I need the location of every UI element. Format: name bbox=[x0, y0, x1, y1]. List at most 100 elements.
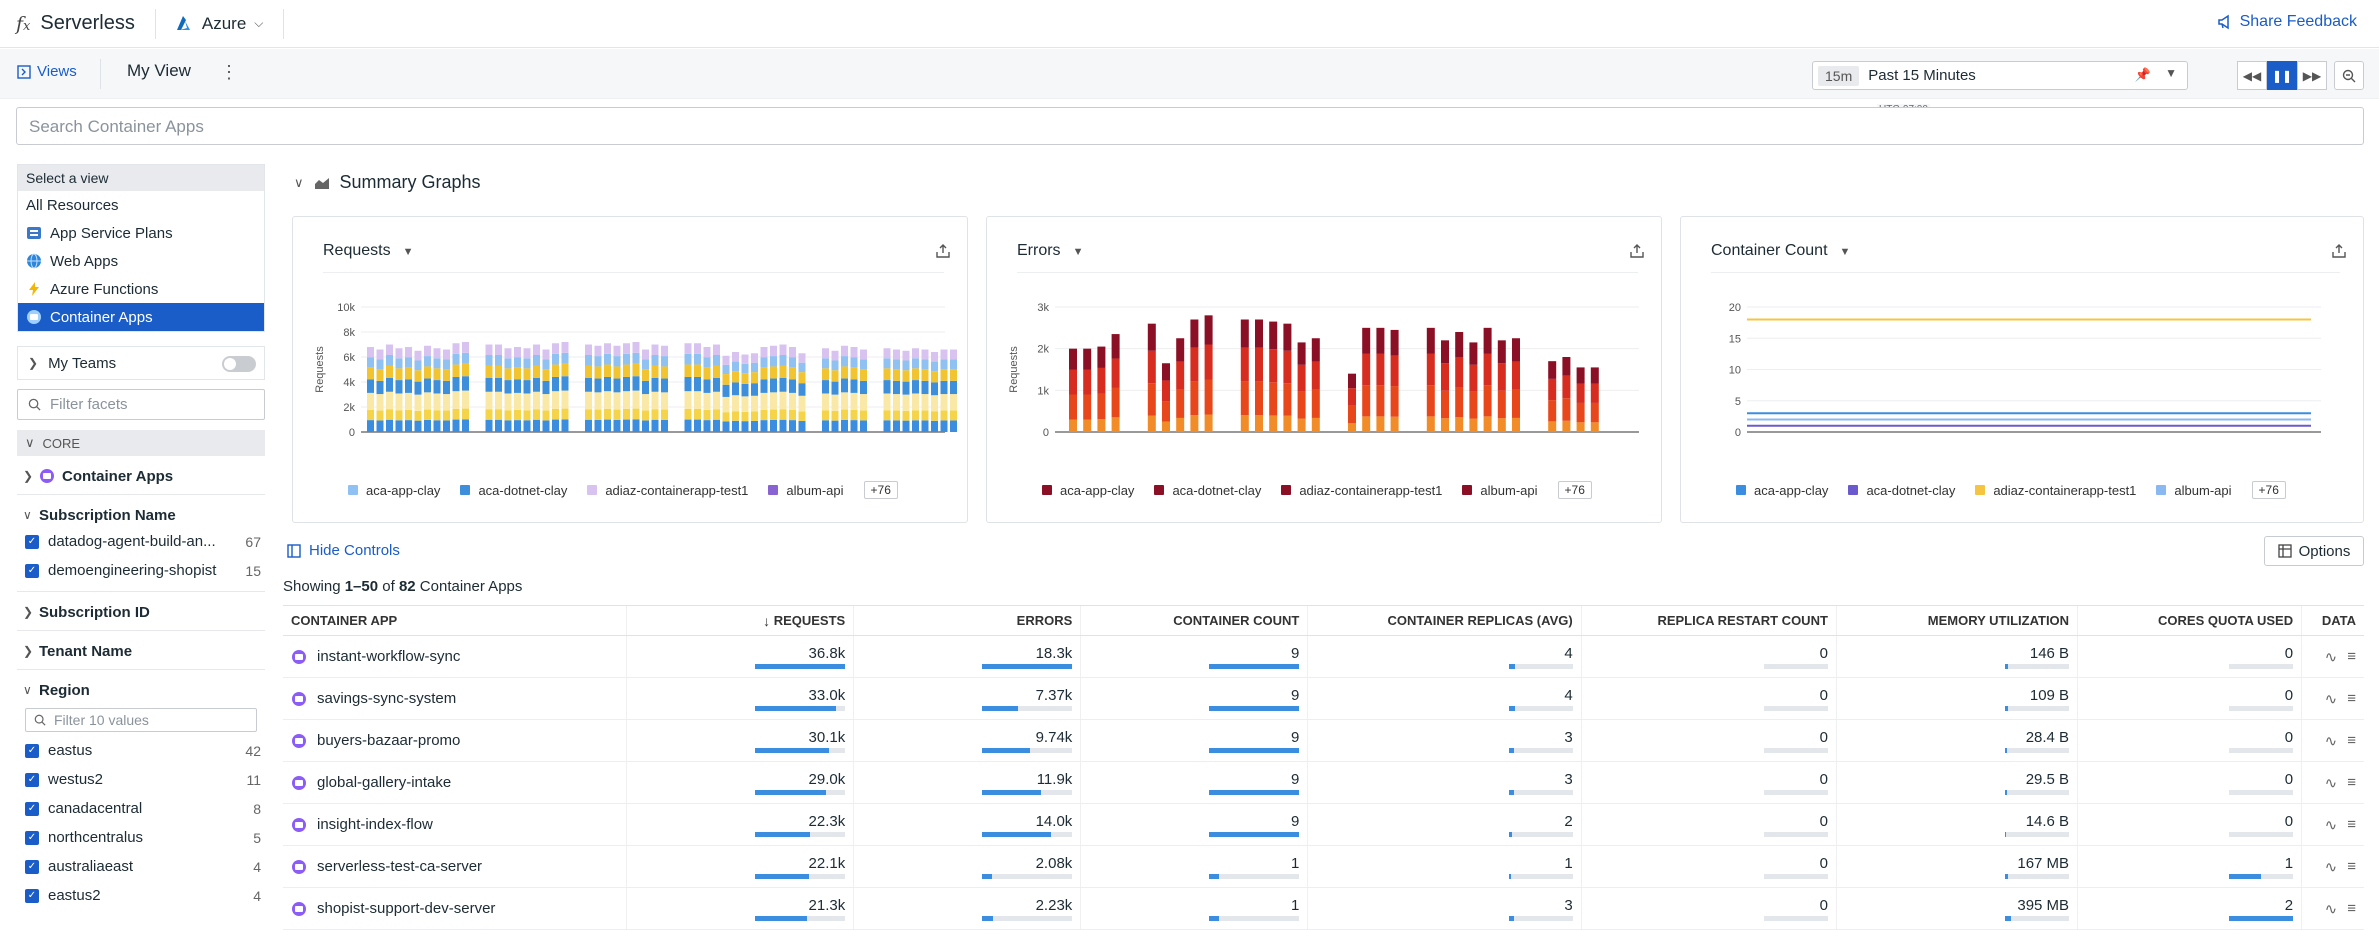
table-row[interactable]: buyers-bazaar-promo 30.1k 9.74k 9 3 0 28.4 B 0 ∿… bbox=[283, 719, 2364, 762]
facet-tenant-name[interactable]: ❯ Tenant Name bbox=[17, 639, 265, 663]
hide-controls-button[interactable]: Hide Controls bbox=[287, 542, 400, 559]
cell-container-app[interactable]: buyers-bazaar-promo bbox=[283, 719, 627, 762]
cell-container-app[interactable]: serverless-test-ca-server bbox=[283, 845, 627, 888]
column-header-cores-quota[interactable]: CORES QUOTA USED bbox=[2077, 605, 2302, 636]
views-button[interactable]: Views bbox=[17, 63, 77, 80]
logs-icon[interactable]: ≡ bbox=[2347, 816, 2356, 833]
search-input[interactable]: Search Container Apps bbox=[16, 107, 2364, 145]
view-item-all-resources[interactable]: All Resources bbox=[18, 191, 264, 219]
legend-item[interactable]: album-api bbox=[768, 483, 844, 498]
graph-title-dropdown[interactable]: Container Count ▼ bbox=[1711, 242, 1850, 260]
pause-icon[interactable]: ❚❚ bbox=[2267, 61, 2297, 90]
facet-value-row[interactable]: ✓ datadog-agent-build-an... 67 bbox=[17, 527, 265, 556]
zoom-out-button[interactable] bbox=[2334, 61, 2364, 90]
table-row[interactable]: shopist-support-dev-server 21.3k 2.23k 1 3 0 3… bbox=[283, 887, 2364, 930]
trace-icon[interactable]: ∿ bbox=[2324, 774, 2338, 792]
time-picker[interactable]: 15m Past 15 Minutes 📌 ▼ bbox=[1812, 61, 2188, 90]
my-teams-toggle[interactable] bbox=[222, 356, 256, 372]
checkbox-checked[interactable]: ✓ bbox=[25, 534, 39, 549]
filter-facets-input[interactable]: Filter facets bbox=[17, 389, 265, 420]
table-row[interactable]: instant-workflow-sync 36.8k 18.3k 9 4 0 146 B 0… bbox=[283, 635, 2364, 678]
trace-icon[interactable]: ∿ bbox=[2324, 732, 2338, 750]
checkbox-checked[interactable]: ✓ bbox=[25, 743, 39, 758]
more-options-icon[interactable]: ⋮ bbox=[220, 62, 238, 82]
trace-icon[interactable]: ∿ bbox=[2324, 900, 2338, 918]
table-row[interactable]: global-gallery-intake 29.0k 11.9k 9 3 0 29.5 B… bbox=[283, 761, 2364, 804]
legend-item[interactable]: adiaz-containerapp-test1 bbox=[1975, 483, 2136, 498]
checkbox-checked[interactable]: ✓ bbox=[25, 563, 39, 578]
legend-item[interactable]: aca-app-clay bbox=[348, 483, 440, 498]
facet-value-row[interactable]: ✓ eastus2 4 bbox=[17, 881, 265, 910]
column-header-replicas[interactable]: CONTAINER REPLICAS (AVG) bbox=[1307, 605, 1582, 636]
cell-container-app[interactable]: savings-sync-system bbox=[283, 677, 627, 720]
checkbox-checked[interactable]: ✓ bbox=[25, 888, 39, 903]
view-item-app-service-plans[interactable]: App Service Plans bbox=[18, 219, 264, 247]
options-button[interactable]: Options bbox=[2264, 536, 2364, 566]
cloud-selector[interactable]: Azure ⌵ bbox=[176, 14, 263, 34]
legend-item[interactable]: aca-dotnet-clay bbox=[1154, 483, 1261, 498]
logs-icon[interactable]: ≡ bbox=[2347, 900, 2356, 917]
export-icon[interactable] bbox=[935, 243, 951, 259]
rewind-icon[interactable]: ◀◀ bbox=[2237, 61, 2267, 90]
facet-value-row[interactable]: ✓ northcentralus 5 bbox=[17, 823, 265, 852]
facet-subscription-id[interactable]: ❯ Subscription ID bbox=[17, 600, 265, 624]
cell-container-app[interactable]: insight-index-flow bbox=[283, 803, 627, 846]
legend-more-button[interactable]: +76 bbox=[863, 481, 898, 499]
facet-value-row[interactable]: ✓ eastus 42 bbox=[17, 736, 265, 765]
export-icon[interactable] bbox=[1629, 243, 1645, 259]
share-feedback-link[interactable]: Share Feedback bbox=[2217, 13, 2357, 31]
column-header-errors[interactable]: ERRORS bbox=[853, 605, 1081, 636]
facet-container-apps[interactable]: ❯ Container Apps bbox=[17, 464, 265, 488]
legend-item[interactable]: adiaz-containerapp-test1 bbox=[1281, 483, 1442, 498]
column-header-container-app[interactable]: CONTAINER APP bbox=[283, 605, 627, 636]
app-logo[interactable]: fx Serverless bbox=[16, 12, 135, 35]
cell-container-app[interactable]: shopist-support-dev-server bbox=[283, 887, 627, 930]
cell-container-app[interactable]: instant-workflow-sync bbox=[283, 635, 627, 678]
column-header-memory[interactable]: MEMORY UTILIZATION bbox=[1835, 605, 2078, 636]
trace-icon[interactable]: ∿ bbox=[2324, 858, 2338, 876]
pin-icon[interactable]: 📌 bbox=[2134, 67, 2151, 82]
column-header-container-count[interactable]: CONTAINER COUNT bbox=[1080, 605, 1308, 636]
summary-graphs-header[interactable]: ∨ Summary Graphs bbox=[294, 172, 481, 193]
current-view-name[interactable]: My View bbox=[127, 61, 191, 80]
logs-icon[interactable]: ≡ bbox=[2347, 732, 2356, 749]
fast-forward-icon[interactable]: ▶▶ bbox=[2297, 61, 2327, 90]
core-section-header[interactable]: ∨ CORE bbox=[17, 430, 265, 456]
view-item-azure-functions[interactable]: Azure Functions bbox=[18, 275, 264, 303]
legend-more-button[interactable]: +76 bbox=[1557, 481, 1592, 499]
table-row[interactable]: savings-sync-system 33.0k 7.37k 9 4 0 109 B 0 ∿ ≡ bbox=[283, 677, 2364, 720]
facet-value-row[interactable]: ✓ australiaeast 4 bbox=[17, 852, 265, 881]
trace-icon[interactable]: ∿ bbox=[2324, 690, 2338, 708]
legend-item[interactable]: album-api bbox=[2156, 483, 2232, 498]
column-header-requests[interactable]: ↓ REQUESTS bbox=[626, 605, 854, 636]
legend-item[interactable]: adiaz-containerapp-test1 bbox=[587, 483, 748, 498]
facet-value-row[interactable]: ✓ westus2 11 bbox=[17, 765, 265, 794]
checkbox-checked[interactable]: ✓ bbox=[25, 801, 39, 816]
view-item-container-apps[interactable]: Container Apps bbox=[18, 303, 264, 331]
legend-more-button[interactable]: +76 bbox=[2251, 481, 2286, 499]
logs-icon[interactable]: ≡ bbox=[2347, 690, 2356, 707]
trace-icon[interactable]: ∿ bbox=[2324, 816, 2338, 834]
export-icon[interactable] bbox=[2331, 243, 2347, 259]
column-header-restart-count[interactable]: REPLICA RESTART COUNT bbox=[1580, 605, 1837, 636]
graph-title-dropdown[interactable]: Requests ▼ bbox=[323, 242, 413, 260]
table-row[interactable]: serverless-test-ca-server 22.1k 2.08k 1 1 0 16… bbox=[283, 845, 2364, 888]
logs-icon[interactable]: ≡ bbox=[2347, 774, 2356, 791]
trace-icon[interactable]: ∿ bbox=[2324, 648, 2338, 666]
checkbox-checked[interactable]: ✓ bbox=[25, 772, 39, 787]
facet-value-row[interactable]: ✓ demoengineering-shopist 15 bbox=[17, 556, 265, 585]
checkbox-checked[interactable]: ✓ bbox=[25, 830, 39, 845]
facet-value-row[interactable]: ✓ canadacentral 8 bbox=[17, 794, 265, 823]
legend-item[interactable]: aca-app-clay bbox=[1736, 483, 1828, 498]
my-teams-row[interactable]: ❯ My Teams bbox=[17, 346, 265, 380]
logs-icon[interactable]: ≡ bbox=[2347, 858, 2356, 875]
chevron-down-icon[interactable]: ▼ bbox=[2165, 66, 2177, 80]
table-row[interactable]: insight-index-flow 22.3k 14.0k 9 2 0 14.6 B 0 ∿ ≡ bbox=[283, 803, 2364, 846]
view-item-web-apps[interactable]: Web Apps bbox=[18, 247, 264, 275]
logs-icon[interactable]: ≡ bbox=[2347, 648, 2356, 665]
legend-item[interactable]: album-api bbox=[1462, 483, 1538, 498]
checkbox-checked[interactable]: ✓ bbox=[25, 859, 39, 874]
facet-region[interactable]: ∨ Region bbox=[17, 678, 265, 702]
facet-subscription-name[interactable]: ∨ Subscription Name bbox=[17, 503, 265, 527]
legend-item[interactable]: aca-app-clay bbox=[1042, 483, 1134, 498]
